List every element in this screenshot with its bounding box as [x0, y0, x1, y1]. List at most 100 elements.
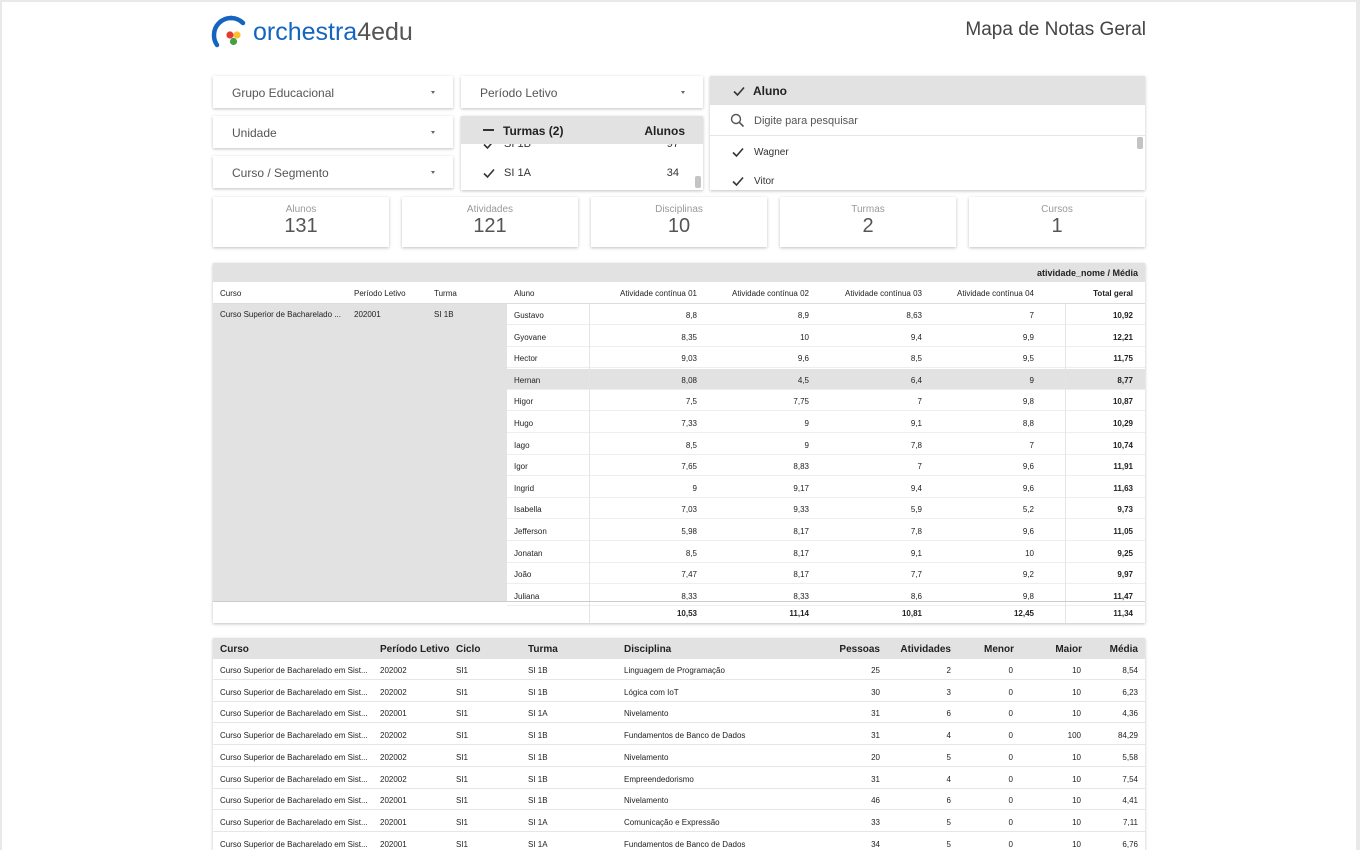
atividade-03-cell: 7,7 — [910, 570, 922, 580]
disciplina-cell: Nivelamento — [624, 752, 669, 762]
menor-cell: 0 — [1008, 666, 1013, 675]
header-atividade-04[interactable]: Atividade contínua 04 — [957, 289, 1034, 298]
header-curso[interactable]: Curso — [220, 644, 249, 655]
periodo-letivo-label: Período Letivo — [480, 86, 558, 100]
table-row[interactable]: Curso Superior de Bacharelado em Sist...… — [213, 746, 1145, 767]
header-maior[interactable]: Maior — [1055, 644, 1082, 655]
header-turma[interactable]: Turma — [528, 644, 558, 655]
aluno-cell: Jefferson — [514, 527, 547, 536]
brand-logo: orchestra4edu — [207, 12, 413, 52]
header-turma[interactable]: Turma — [434, 289, 457, 298]
checkbox-checked-icon[interactable] — [731, 174, 745, 188]
pivot-row[interactable]: Hector 9,03 9,6 8,5 9,5 11,75 — [507, 347, 1145, 369]
table-row[interactable]: Curso Superior de Bacharelado em Sist...… — [213, 768, 1145, 789]
aluno-cell: Isabella — [514, 505, 542, 515]
table-row[interactable]: Curso Superior de Bacharelado em Sist...… — [213, 833, 1145, 850]
periodo-cell: 202002 — [380, 774, 407, 784]
header-pessoas[interactable]: Pessoas — [839, 644, 880, 655]
header-atividades[interactable]: Atividades — [900, 644, 951, 655]
media-cell: 7,11 — [1123, 817, 1138, 827]
disciplina-cell: Nivelamento — [624, 709, 669, 719]
menor-cell: 0 — [1008, 752, 1013, 762]
turmas-header[interactable]: Turmas (2) Alunos — [461, 116, 703, 144]
ciclo-cell: SI1 — [456, 839, 469, 849]
pessoas-cell: 31 — [871, 709, 880, 719]
maior-cell: 100 — [1067, 731, 1081, 741]
media-cell: 4,36 — [1122, 709, 1138, 719]
atividade-04-cell: 9,6 — [1022, 462, 1034, 472]
curso-cell: Curso Superior de Bacharelado em Sist... — [220, 687, 368, 697]
pivot-row[interactable]: Hugo 7,33 9 9,1 8,8 10,29 — [507, 412, 1145, 433]
turma-count: 34 — [666, 167, 679, 179]
table-row[interactable]: Curso Superior de Bacharelado em Sist...… — [213, 724, 1145, 746]
logo-mark-icon — [207, 12, 255, 52]
header-ciclo[interactable]: Ciclo — [456, 644, 481, 655]
atividade-04-cell: 9,2 — [1022, 570, 1034, 580]
atividade-02-cell: 7,75 — [793, 397, 809, 407]
pivot-row[interactable]: Juliana 8,33 8,33 8,6 9,8 11,47 — [507, 585, 1145, 606]
atividade-01-cell: 7,65 — [681, 462, 697, 472]
aluno-cell: Hector — [514, 354, 538, 364]
pivot-row[interactable]: Gustavo 8,8 8,9 8,63 7 10,92 — [507, 304, 1145, 325]
header-curso[interactable]: Curso — [220, 289, 242, 298]
table-row[interactable]: Curso Superior de Bacharelado em Sist...… — [213, 789, 1145, 811]
header-menor[interactable]: Menor — [984, 644, 1014, 655]
total-geral-cell: 11,75 — [1113, 354, 1133, 364]
table-row[interactable]: Curso Superior de Bacharelado em Sist...… — [213, 702, 1145, 724]
unidade-dropdown[interactable]: Unidade — [213, 116, 453, 148]
header-periodo[interactable]: Período Letivo — [380, 644, 450, 655]
aluno-option[interactable]: Wagner — [710, 138, 1145, 166]
table-row[interactable]: Curso Superior de Bacharelado em Sist...… — [213, 811, 1145, 832]
header-total-geral[interactable]: Total geral — [1093, 289, 1133, 298]
periodo-letivo-dropdown[interactable]: Período Letivo — [461, 76, 703, 108]
kpi-label: Atividades — [466, 204, 514, 215]
checkbox-checked-icon[interactable] — [732, 84, 746, 101]
pivot-row[interactable]: Higor 7,5 7,75 7 9,8 10,87 — [507, 390, 1145, 412]
aluno-cell: Hernan — [514, 375, 541, 385]
atividade-02-cell: 8,17 — [793, 527, 809, 536]
checkbox-checked-icon[interactable] — [731, 145, 745, 159]
turmas-scrollbar[interactable] — [695, 176, 701, 188]
aluno-scrollbar[interactable] — [1137, 137, 1143, 149]
total-geral-cell: 11,91 — [1113, 462, 1133, 472]
header-periodo[interactable]: Período Letivo — [354, 289, 406, 298]
logo-text-main: orchestra — [253, 17, 358, 46]
header-disciplina[interactable]: Disciplina — [624, 644, 672, 655]
pivot-row[interactable]: Jefferson 5,98 8,17 7,8 9,6 11,05 — [507, 520, 1145, 541]
pivot-row[interactable]: Hernan 8,08 4,5 6,4 9 8,77 — [507, 368, 1145, 390]
group-periodo: 202001 — [354, 310, 381, 319]
turma-option[interactable]: SI 1A 34 — [461, 160, 703, 186]
pivot-row[interactable]: Gyovane 8,35 10 9,4 9,9 12,21 — [507, 326, 1145, 347]
aluno-option[interactable]: Vitor — [710, 167, 1145, 190]
aluno-header[interactable]: Aluno — [710, 76, 1145, 105]
pessoas-cell: 25 — [871, 666, 880, 675]
pivot-row[interactable]: Ingrid 9 9,17 9,4 9,6 11,63 — [507, 477, 1145, 498]
header-atividade-03[interactable]: Atividade contínua 03 — [845, 289, 922, 298]
pessoas-cell: 33 — [871, 817, 880, 827]
pivot-row[interactable]: Jonatan 8,5 8,17 9,1 10 9,25 — [507, 542, 1145, 563]
pessoas-cell: 20 — [871, 752, 880, 762]
header-atividade-01[interactable]: Atividade contínua 01 — [620, 289, 697, 298]
pivot-header-row: Curso Período Letivo Turma Aluno Ativida… — [213, 282, 1145, 304]
pivot-row[interactable]: João 7,47 8,17 7,7 9,2 9,97 — [507, 563, 1145, 585]
media-cell: 6,76 — [1122, 839, 1138, 849]
aluno-cell: Juliana — [514, 591, 540, 601]
header-aluno[interactable]: Aluno — [514, 289, 535, 298]
pivot-row[interactable]: Isabella 7,03 9,33 5,9 5,2 9,73 — [507, 498, 1145, 520]
atividade-03-cell: 7,8 — [910, 440, 922, 450]
checkbox-checked-icon[interactable] — [482, 166, 496, 180]
aluno-search-input[interactable]: Digite para pesquisar — [710, 105, 1145, 136]
atividades-cell: 5 — [946, 817, 951, 827]
header-media[interactable]: Média — [1109, 644, 1138, 655]
table-row[interactable]: Curso Superior de Bacharelado em Sist...… — [213, 681, 1145, 702]
maior-cell: 10 — [1072, 774, 1081, 784]
pivot-row[interactable]: Igor 7,65 8,83 7 9,6 11,91 — [507, 455, 1145, 477]
table-row[interactable]: Curso Superior de Bacharelado em Sist...… — [213, 659, 1145, 680]
select-partial-icon[interactable] — [483, 129, 494, 131]
periodo-cell: 202001 — [380, 709, 407, 719]
pivot-row[interactable]: Iago 8,5 9 7,8 7 10,74 — [507, 434, 1145, 455]
header-atividade-02[interactable]: Atividade contínua 02 — [732, 289, 809, 298]
unidade-label: Unidade — [232, 126, 277, 140]
curso-segmento-dropdown[interactable]: Curso / Segmento — [213, 156, 453, 188]
grupo-educacional-dropdown[interactable]: Grupo Educacional — [213, 76, 453, 108]
